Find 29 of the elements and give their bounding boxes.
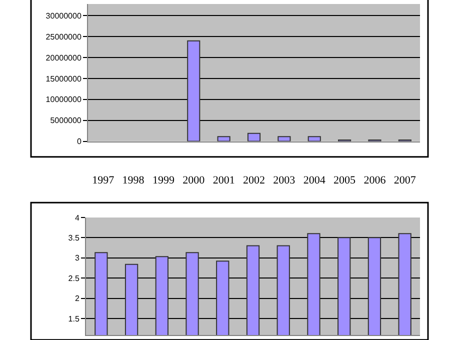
x-tick-label: 2006 bbox=[364, 174, 386, 186]
y-tick-label: 15000000 bbox=[46, 74, 82, 84]
x-tick-label: 2004 bbox=[303, 174, 326, 186]
y-tick-label: 3 bbox=[74, 254, 80, 263]
y-tick-label: 2 bbox=[74, 294, 80, 304]
x-tick-label: 1999 bbox=[152, 174, 175, 186]
bar bbox=[308, 136, 321, 142]
y-tick-label: 2.5 bbox=[68, 274, 80, 283]
bar bbox=[217, 136, 230, 142]
bar bbox=[278, 136, 291, 142]
x-tick-label: 2001 bbox=[212, 174, 235, 186]
x-tick-label: 2003 bbox=[273, 174, 296, 186]
y-tick-label: 5000000 bbox=[50, 116, 82, 126]
y-tick-label: 25000000 bbox=[46, 32, 82, 42]
y-tick-label: 30000000 bbox=[46, 12, 82, 21]
y-tick-label: 1.5 bbox=[68, 314, 80, 324]
x-tick-label: 1997 bbox=[92, 174, 115, 186]
bar bbox=[187, 40, 200, 142]
x-tick-label: 2007 bbox=[394, 174, 416, 186]
x-tick-label: 2002 bbox=[243, 174, 265, 186]
y-tick-label: 10000000 bbox=[46, 95, 82, 104]
x-tick-label: 2000 bbox=[182, 174, 206, 186]
y-tick-label: 4 bbox=[74, 213, 80, 222]
x-tick-label: 2005 bbox=[334, 174, 356, 186]
y-tick-label: 0 bbox=[76, 137, 82, 146]
x-tick-label: 1998 bbox=[122, 174, 145, 186]
y-tick-label: 3.5 bbox=[68, 233, 80, 242]
bar bbox=[247, 132, 261, 142]
y-tick-label: 20000000 bbox=[46, 53, 82, 62]
